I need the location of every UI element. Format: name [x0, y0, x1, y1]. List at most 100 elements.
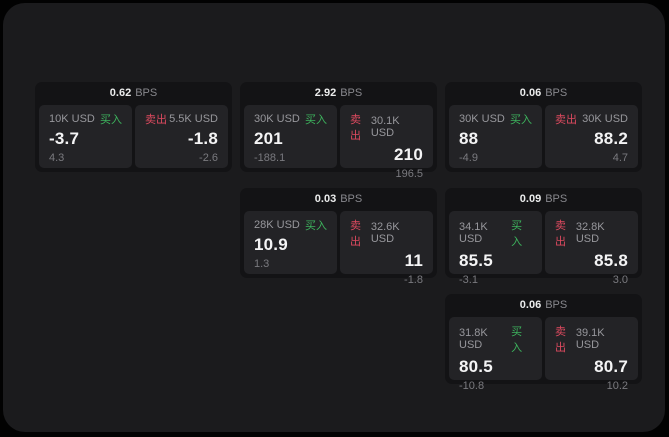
spread-unit: BPS — [545, 87, 568, 99]
buy-amount: 28K USD — [254, 219, 300, 231]
quote-card: 0.03 BPS 28K USD 买入 10.9 1.3 卖出 32.6K US… — [240, 188, 437, 286]
buy-price: -3.7 — [49, 129, 80, 148]
quote-panels: 10K USD 买入 -3.7 4.3 卖出 5.5K USD -1.8 -2.… — [35, 105, 232, 168]
buy-panel-header: 30K USD 买入 — [254, 111, 327, 127]
sell-amount: 30.1K USD — [370, 115, 400, 139]
sell-price: 85.8 — [594, 251, 628, 270]
sell-side-label: 卖出 — [555, 220, 566, 248]
sell-sub-value: 3.0 — [612, 274, 628, 286]
buy-price: 80.5 — [459, 357, 493, 376]
sell-sub-value: 10.2 — [606, 380, 628, 392]
sell-amount: 30K USD — [582, 113, 628, 125]
sell-quote-panel[interactable]: 卖出 32.6K USD 11 -1.8 — [340, 211, 433, 286]
sell-side-label: 卖出 — [555, 114, 577, 126]
quote-card: 0.62 BPS 10K USD 买入 -3.7 4.3 卖出 5.5K USD… — [35, 82, 232, 172]
buy-quote-panel[interactable]: 10K USD 买入 -3.7 4.3 — [39, 105, 132, 168]
buy-price: 201 — [254, 129, 283, 148]
buy-sub-value: 4.3 — [49, 152, 65, 164]
buy-panel-header: 34.1K USD 买入 — [459, 217, 532, 249]
spread-unit: BPS — [340, 87, 363, 99]
quote-card: 2.92 BPS 30K USD 买入 201 -188.1 卖出 30.1K … — [240, 82, 437, 180]
buy-side-label: 买入 — [305, 114, 327, 126]
quote-card: 0.06 BPS 30K USD 买入 88 -4.9 卖出 30K USD 8… — [445, 82, 642, 172]
buy-side-label: 买入 — [511, 326, 523, 354]
buy-side-label: 买入 — [100, 114, 122, 126]
spread-value: 2.92 — [314, 87, 337, 99]
buy-amount: 34.1K USD — [459, 221, 488, 245]
spread-header: 2.92 BPS — [240, 82, 437, 105]
spread-value: 0.06 — [519, 87, 542, 99]
sell-quote-panel[interactable]: 卖出 39.1K USD 80.7 10.2 — [545, 317, 638, 392]
buy-sub-value: -188.1 — [254, 152, 286, 164]
spread-unit: BPS — [135, 87, 158, 99]
spread-header: 0.06 BPS — [445, 294, 642, 317]
buy-amount: 30K USD — [459, 113, 505, 125]
spread-header: 0.09 BPS — [445, 188, 642, 211]
sell-sub-value: 4.7 — [612, 152, 628, 164]
buy-quote-panel[interactable]: 34.1K USD 买入 85.5 -3.1 — [449, 211, 542, 286]
sell-panel-header: 卖出 39.1K USD — [555, 323, 628, 355]
sell-side-label: 卖出 — [555, 326, 566, 354]
sell-amount: 32.6K USD — [370, 221, 400, 245]
buy-panel-header: 31.8K USD 买入 — [459, 323, 532, 355]
buy-sub-value: 1.3 — [254, 258, 270, 270]
spread-unit: BPS — [545, 299, 568, 311]
sell-price: 88.2 — [594, 129, 628, 148]
spread-header: 0.03 BPS — [240, 188, 437, 211]
sell-amount: 39.1K USD — [575, 327, 605, 351]
sell-panel-header: 卖出 32.6K USD — [350, 217, 423, 249]
buy-amount: 31.8K USD — [459, 327, 488, 351]
sell-panel-header: 卖出 30K USD — [555, 111, 628, 127]
sell-quote-panel[interactable]: 卖出 30K USD 88.2 4.7 — [545, 105, 638, 168]
quote-card: 0.09 BPS 34.1K USD 买入 85.5 -3.1 卖出 32.8K… — [445, 188, 642, 286]
spread-unit: BPS — [340, 193, 363, 205]
buy-quote-panel[interactable]: 30K USD 买入 201 -188.1 — [244, 105, 337, 168]
buy-panel-header: 10K USD 买入 — [49, 111, 122, 127]
sell-price: 210 — [394, 145, 423, 164]
sell-panel-header: 卖出 5.5K USD — [145, 111, 218, 127]
buy-amount: 30K USD — [254, 113, 300, 125]
sell-quote-panel[interactable]: 卖出 30.1K USD 210 196.5 — [340, 105, 433, 180]
buy-panel-header: 30K USD 买入 — [459, 111, 532, 127]
spread-header: 0.06 BPS — [445, 82, 642, 105]
sell-quote-panel[interactable]: 卖出 32.8K USD 85.8 3.0 — [545, 211, 638, 286]
sell-side-label: 卖出 — [350, 220, 361, 248]
quote-panels: 30K USD 买入 201 -188.1 卖出 30.1K USD 210 1… — [240, 105, 437, 180]
buy-price: 88 — [459, 129, 479, 148]
buy-side-label: 买入 — [510, 114, 532, 126]
sell-amount: 5.5K USD — [169, 113, 218, 125]
sell-price: 11 — [404, 251, 423, 270]
sell-panel-header: 卖出 32.8K USD — [555, 217, 628, 249]
quote-card: 0.06 BPS 31.8K USD 买入 80.5 -10.8 卖出 39.1… — [445, 294, 642, 392]
sell-quote-panel[interactable]: 卖出 5.5K USD -1.8 -2.6 — [135, 105, 228, 168]
buy-quote-panel[interactable]: 28K USD 买入 10.9 1.3 — [244, 211, 337, 274]
quote-board: 0.62 BPS 10K USD 买入 -3.7 4.3 卖出 5.5K USD… — [3, 3, 665, 432]
buy-sub-value: -10.8 — [459, 380, 485, 392]
spread-header: 0.62 BPS — [35, 82, 232, 105]
spread-value: 0.09 — [519, 193, 542, 205]
spread-value: 0.03 — [314, 193, 337, 205]
sell-side-label: 卖出 — [145, 114, 167, 126]
spread-value: 0.62 — [109, 87, 132, 99]
quote-panels: 30K USD 买入 88 -4.9 卖出 30K USD 88.2 4.7 — [445, 105, 642, 168]
quote-panels: 34.1K USD 买入 85.5 -3.1 卖出 32.8K USD 85.8… — [445, 211, 642, 286]
quote-panels: 31.8K USD 买入 80.5 -10.8 卖出 39.1K USD 80.… — [445, 317, 642, 392]
buy-amount: 10K USD — [49, 113, 95, 125]
spread-value: 0.06 — [519, 299, 542, 311]
sell-sub-value: 196.5 — [395, 168, 423, 180]
sell-amount: 32.8K USD — [575, 221, 605, 245]
spread-unit: BPS — [545, 193, 568, 205]
buy-sub-value: -3.1 — [459, 274, 478, 286]
buy-panel-header: 28K USD 买入 — [254, 217, 327, 233]
sell-side-label: 卖出 — [350, 114, 361, 142]
sell-price: -1.8 — [187, 129, 218, 148]
buy-sub-value: -4.9 — [459, 152, 478, 164]
buy-side-label: 买入 — [305, 220, 327, 232]
sell-sub-value: -2.6 — [199, 152, 218, 164]
buy-side-label: 买入 — [511, 220, 523, 248]
sell-price: 80.7 — [594, 357, 628, 376]
buy-quote-panel[interactable]: 30K USD 买入 88 -4.9 — [449, 105, 542, 168]
quote-panels: 28K USD 买入 10.9 1.3 卖出 32.6K USD 11 -1.8 — [240, 211, 437, 286]
buy-quote-panel[interactable]: 31.8K USD 买入 80.5 -10.8 — [449, 317, 542, 392]
